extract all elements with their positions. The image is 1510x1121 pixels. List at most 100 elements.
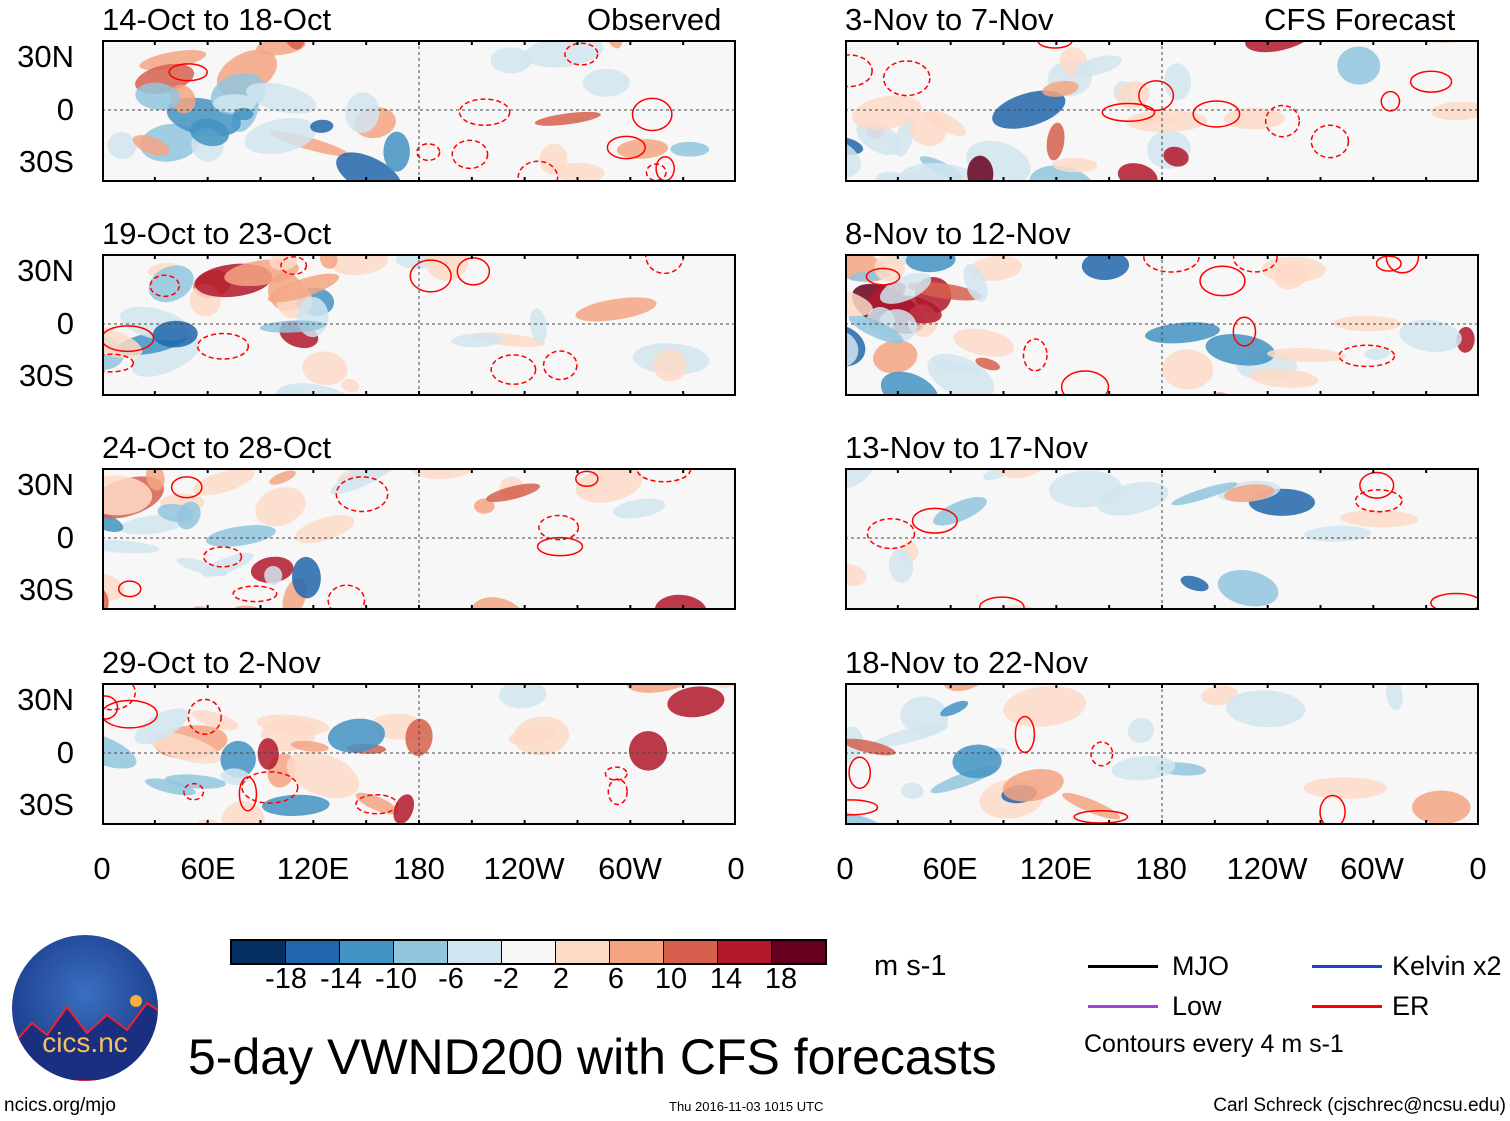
panel-title: 24-Oct to 28-Oct [102, 430, 332, 465]
er-contour [335, 476, 389, 513]
wind-anomaly-shading [345, 92, 380, 134]
wind-anomaly-shading [1074, 55, 1122, 77]
er-contour [1310, 124, 1350, 159]
colorbar [230, 939, 827, 965]
er-contour [280, 256, 308, 276]
colorbar-label: -2 [493, 963, 519, 995]
wind-anomaly-shading [969, 255, 1023, 281]
er-contour [1375, 255, 1402, 272]
wind-anomaly-shading [490, 47, 532, 74]
legend-line-mjo [1088, 965, 1158, 968]
er-contour [631, 97, 673, 132]
er-contour [238, 776, 258, 812]
wind-anomaly-shading [845, 563, 867, 586]
wind-anomaly-shading [294, 514, 355, 544]
figure-title: 5-day VWND200 with CFS forecasts [188, 1029, 997, 1085]
er-contour [202, 546, 243, 568]
y-tick-label: 30S [18, 572, 74, 607]
panel-title: 18-Nov to 22-Nov [845, 645, 1088, 680]
wind-anomaly-shading [1456, 326, 1475, 353]
er-contour [517, 160, 559, 182]
x-tick-label: 120E [1019, 851, 1093, 886]
colorbar-label: -10 [375, 963, 417, 995]
wind-anomaly-shading [653, 348, 687, 382]
er-contour [117, 580, 142, 598]
er-contour [1354, 489, 1403, 513]
er-contour [355, 793, 398, 815]
wind-anomaly-shading [355, 792, 399, 815]
er-contour [409, 259, 452, 293]
colorbar-swatch [664, 941, 718, 963]
wind-anomaly-shading [529, 308, 547, 344]
er-contour [187, 698, 222, 735]
wind-anomaly-shading [1245, 40, 1316, 53]
wind-anomaly-shading [176, 501, 201, 530]
wind-anomaly-shading [554, 162, 605, 182]
er-contour [1409, 70, 1453, 93]
wind-anomaly-shading [1081, 254, 1130, 281]
wind-anomaly-shading [1029, 165, 1097, 182]
wind-anomaly-shading [102, 325, 143, 359]
colorbar-label: 18 [764, 963, 798, 995]
er-contour [575, 470, 599, 488]
wind-anomaly-shading [470, 597, 528, 610]
observed-header: Observed [587, 2, 722, 37]
wind-anomaly-shading [135, 82, 181, 110]
wind-anomaly-shading [1340, 509, 1419, 528]
wind-anomaly-shading [139, 49, 207, 71]
wind-anomaly-shading [856, 120, 903, 156]
wind-anomaly-shading [953, 328, 1015, 357]
er-contour [1232, 316, 1257, 347]
colorbar-swatch [718, 941, 772, 963]
wind-anomaly-shading [206, 525, 276, 547]
colorbar-label: 14 [709, 963, 743, 995]
wind-anomaly-shading [383, 131, 410, 172]
colorbar-swatch [502, 941, 556, 963]
wind-anomaly-shading [967, 155, 994, 182]
wind-anomaly-shading [1337, 46, 1381, 85]
y-tick-label: 30S [18, 144, 74, 179]
wind-anomaly-shading [1267, 348, 1346, 363]
wind-anomaly-shading [291, 556, 321, 599]
er-contour [196, 332, 250, 360]
er-contour [882, 60, 931, 97]
colorbar-label: 6 [607, 963, 625, 995]
wind-anomaly-shading [132, 134, 170, 156]
y-tick-label: 0 [56, 306, 74, 341]
footer-timestamp: Thu 2016-11-03 1015 UTC [669, 1099, 824, 1114]
wind-anomaly-shading [189, 118, 230, 147]
er-contour [102, 699, 158, 729]
wind-anomaly-shading [1171, 482, 1238, 506]
er-contour [1430, 592, 1479, 610]
wind-anomaly-shading [341, 378, 360, 393]
er-contour [241, 771, 299, 804]
wind-anomaly-shading [1201, 685, 1239, 706]
er-contour [865, 267, 901, 286]
wind-anomaly-shading [269, 254, 298, 271]
footer-author: Carl Schreck (cjschrec@ncsu.edu) [1213, 1095, 1506, 1116]
wind-anomaly-shading [267, 273, 339, 303]
wind-anomaly-shading [852, 95, 922, 130]
y-tick-label: 30S [18, 787, 74, 822]
wind-anomaly-shading [1217, 569, 1279, 607]
y-tick-label: 0 [56, 92, 74, 127]
er-contour [845, 799, 879, 816]
panel-title: 13-Nov to 17-Nov [845, 430, 1088, 465]
wind-anomaly-shading [1162, 349, 1214, 390]
wind-anomaly-shading [575, 297, 657, 322]
wind-anomaly-shading [1431, 101, 1479, 121]
map-panel [845, 683, 1479, 825]
wind-anomaly-shading [667, 686, 725, 718]
er-contour [1192, 100, 1241, 128]
wind-anomaly-shading [1399, 319, 1462, 353]
panel-title: 8-Nov to 12-Nov [845, 216, 1071, 251]
wind-anomaly-shading [905, 254, 956, 273]
legend-line-kelvin [1312, 965, 1382, 968]
wind-anomaly-shading [257, 738, 279, 770]
wind-anomaly-shading [1205, 333, 1275, 366]
colorbar-swatch [286, 941, 340, 963]
wind-anomaly-shading [1126, 110, 1208, 133]
wind-anomaly-shading [848, 314, 904, 344]
legend-line-low [1088, 1005, 1158, 1008]
